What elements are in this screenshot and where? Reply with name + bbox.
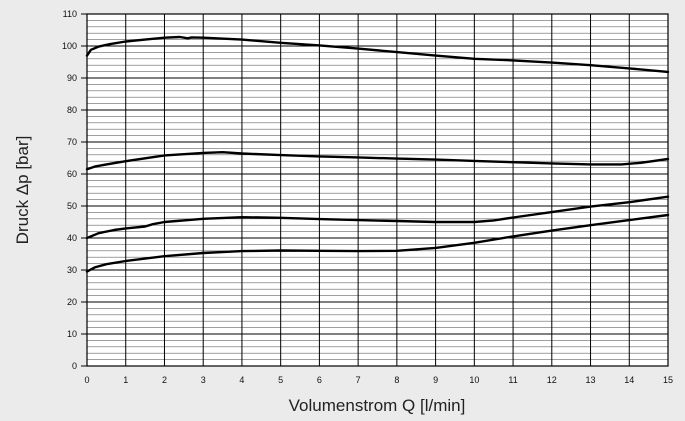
x-tick-label: 7 — [356, 375, 361, 385]
x-tick-label: 13 — [586, 375, 596, 385]
y-tick-label: 40 — [67, 233, 77, 243]
plot-area — [87, 14, 668, 366]
y-tick-label: 60 — [67, 169, 77, 179]
x-tick-label: 8 — [394, 375, 399, 385]
series-line-4 — [85, 213, 670, 273]
y-tick-label: 70 — [67, 137, 77, 147]
y-tick-label: 50 — [67, 201, 77, 211]
series-line-1 — [85, 35, 670, 74]
x-tick-label: 0 — [84, 375, 89, 385]
x-tick-label: 14 — [624, 375, 634, 385]
plot-frame — [86, 13, 669, 367]
series-line-3 — [85, 195, 670, 240]
y-tick-label: 0 — [72, 361, 77, 371]
series-line-2 — [85, 151, 670, 171]
y-axis-title: Druck Δp [bar] — [13, 136, 32, 245]
y-tick-label: 30 — [67, 265, 77, 275]
x-tick-label: 6 — [317, 375, 322, 385]
x-tick-label: 12 — [547, 375, 557, 385]
x-tick-label: 10 — [469, 375, 479, 385]
y-tick-label: 110 — [63, 9, 77, 19]
y-tick-labels: 0 10 20 30 40 50 60 70 80 90 100 110 — [62, 9, 87, 371]
series-group — [85, 35, 670, 273]
x-tick-label: 3 — [201, 375, 206, 385]
x-tick-labels: 0 1 2 3 4 5 6 7 8 9 10 11 12 13 14 15 — [84, 375, 673, 385]
y-tick-label: 20 — [67, 297, 77, 307]
x-tick-label: 9 — [433, 375, 438, 385]
x-axis-title: Volumenstrom Q [l/min] — [289, 396, 466, 415]
x-tick-label: 11 — [508, 375, 517, 385]
x-tick-label: 5 — [278, 375, 283, 385]
y-tick-label: 90 — [67, 73, 77, 83]
y-tick-label: 100 — [62, 41, 77, 51]
x-tick-label: 15 — [663, 375, 673, 385]
x-tick-label: 1 — [123, 375, 128, 385]
y-tick-label: 80 — [67, 105, 77, 115]
x-tick-label: 4 — [239, 375, 244, 385]
x-tick-label: 2 — [162, 375, 167, 385]
y-tick-label: 10 — [67, 329, 77, 339]
minor-grid — [87, 20, 668, 360]
